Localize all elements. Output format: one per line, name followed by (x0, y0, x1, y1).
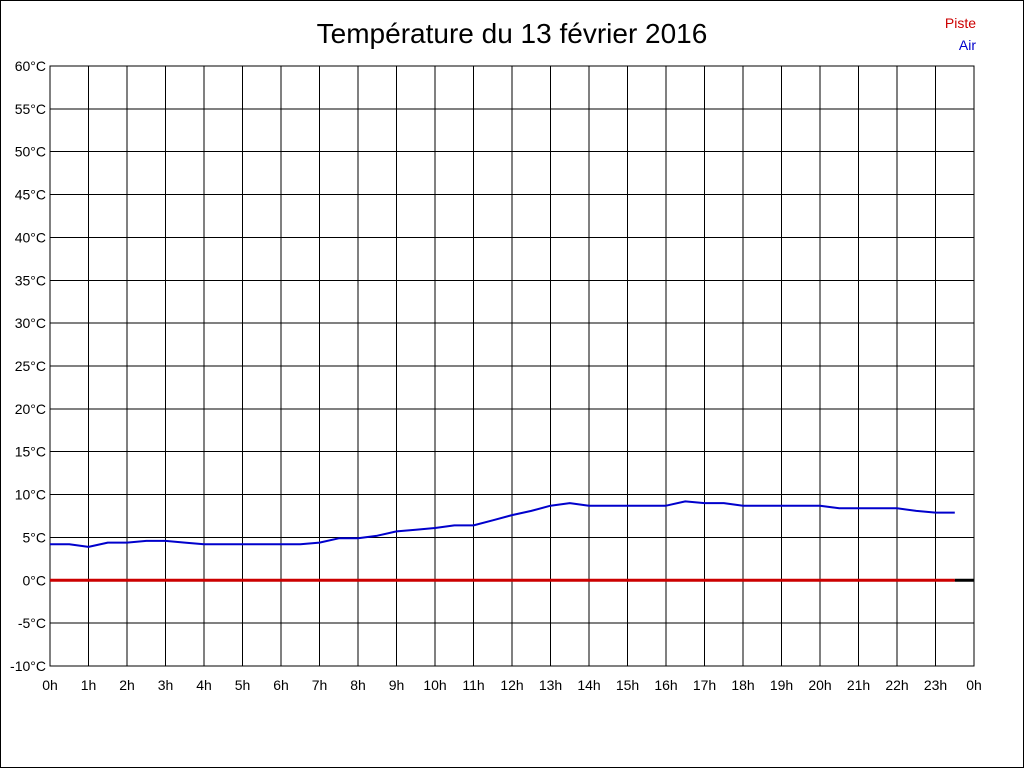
x-tick-label: 0h (966, 677, 982, 693)
x-tick-label: 3h (158, 677, 174, 693)
x-tick-label: 10h (423, 677, 446, 693)
x-tick-label: 0h (42, 677, 58, 693)
x-tick-label: 22h (885, 677, 908, 693)
y-tick-label: 0°C (23, 572, 47, 588)
x-tick-label: 6h (273, 677, 289, 693)
x-tick-label: 8h (350, 677, 366, 693)
x-tick-label: 14h (577, 677, 600, 693)
y-tick-label: 20°C (15, 401, 46, 417)
legend-entry-air: Air (958, 37, 976, 53)
y-tick-label: 45°C (15, 187, 46, 203)
x-tick-label: 19h (770, 677, 793, 693)
y-tick-label: 30°C (15, 315, 46, 331)
x-tick-label: 2h (119, 677, 135, 693)
x-tick-label: 12h (500, 677, 523, 693)
y-tick-label: 50°C (15, 144, 46, 160)
x-tick-label: 16h (654, 677, 677, 693)
x-tick-label: 11h (462, 677, 484, 693)
y-tick-label: 10°C (15, 487, 46, 503)
x-tick-label: 9h (389, 677, 405, 693)
chart-title: Température du 13 février 2016 (316, 18, 708, 49)
y-tick-label: 35°C (15, 272, 46, 288)
legend-entry-piste: Piste (944, 15, 976, 31)
y-tick-label: 5°C (23, 529, 47, 545)
x-tick-label: 17h (693, 677, 716, 693)
x-tick-label: 13h (539, 677, 562, 693)
x-tick-label: 15h (616, 677, 639, 693)
x-tick-label: 7h (312, 677, 328, 693)
x-tick-label: 20h (808, 677, 831, 693)
y-tick-label: 15°C (15, 444, 46, 460)
y-tick-label: 25°C (15, 358, 46, 374)
x-tick-label: 21h (847, 677, 870, 693)
x-tick-label: 18h (731, 677, 754, 693)
chart-legend: Piste Air (945, 12, 976, 56)
y-tick-label: 60°C (15, 58, 46, 74)
y-tick-label: 55°C (15, 101, 46, 117)
series-line-air (50, 500, 955, 548)
x-tick-label: 23h (924, 677, 947, 693)
y-tick-label: -10°C (10, 658, 46, 674)
x-tick-label: 4h (196, 677, 212, 693)
x-tick-label: 5h (235, 677, 251, 693)
y-tick-label: 40°C (15, 229, 46, 245)
y-tick-label: -5°C (18, 615, 46, 631)
x-tick-label: 1h (81, 677, 97, 693)
